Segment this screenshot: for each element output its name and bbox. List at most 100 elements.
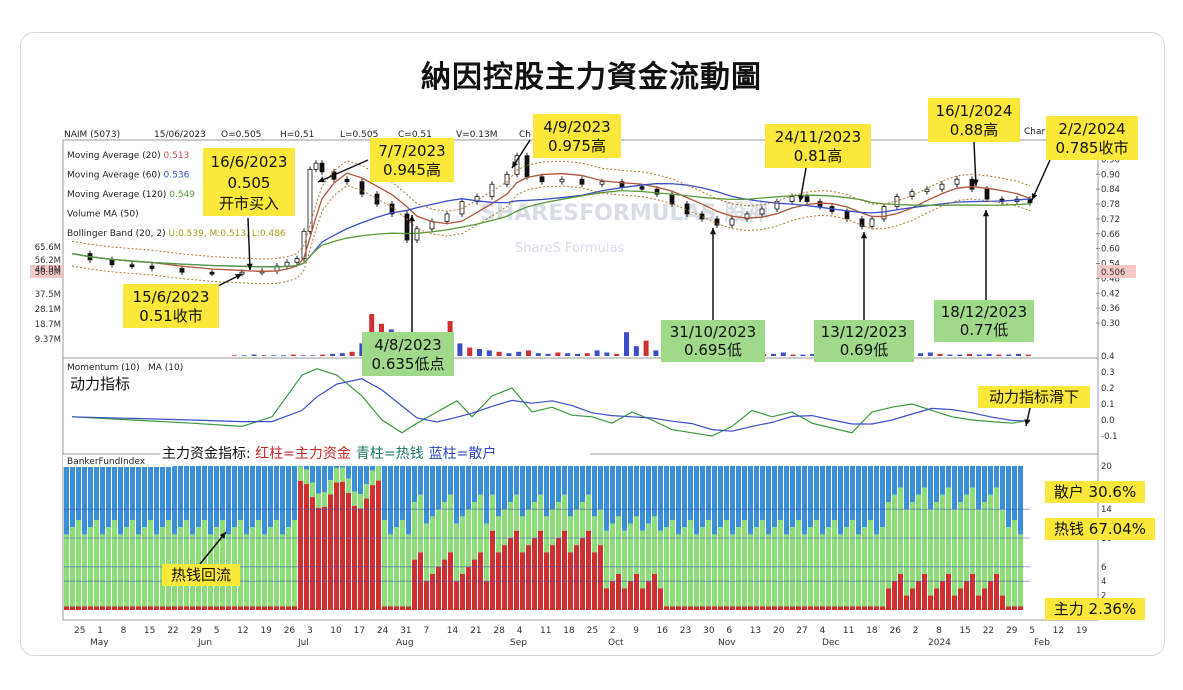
banker-bar-red: [634, 574, 639, 610]
banker-bar-red: [88, 606, 93, 610]
indicator-label: Moving Average (60) 0.536: [67, 171, 190, 181]
banker-bar-cyan: [316, 493, 321, 508]
banker-bar-blue: [766, 466, 771, 535]
candle-body: [699, 213, 705, 220]
banker-bar-blue: [256, 466, 261, 520]
banker-bar-red: [952, 595, 957, 610]
banker-bar-blue: [496, 466, 501, 517]
banker-bar-blue: [130, 466, 135, 520]
banker-bar-blue: [988, 466, 993, 495]
x-axis-month: Dec: [822, 638, 839, 648]
ma120-line: [71, 189, 1031, 268]
banker-bar-blue: [694, 466, 699, 535]
banker-bar-cyan: [910, 502, 915, 589]
annotation-box: [1045, 518, 1155, 540]
momentum-axis-label: 0.0: [1101, 416, 1115, 426]
banker-bar-red: [256, 606, 261, 610]
banker-bar-red: [814, 606, 819, 610]
annotation-text: 动力指标滑下: [989, 388, 1079, 406]
banker-bar-blue: [550, 466, 555, 510]
volume-bar: [1016, 353, 1021, 356]
momentum-panel: [62, 357, 1099, 455]
banker-bar-blue: [514, 466, 519, 495]
banker-bar-red: [724, 606, 729, 610]
banker-bar-red: [184, 606, 189, 610]
candle-body: [313, 162, 319, 170]
banker-bar-blue: [208, 466, 213, 535]
candle-body: [729, 218, 735, 226]
annotation-text: 0.69低: [840, 341, 888, 359]
banker-bar-cyan: [376, 466, 381, 481]
banker-bar-blue: [490, 466, 495, 495]
banker-bar-blue: [982, 466, 987, 502]
banker-bar-red: [136, 606, 141, 610]
annotation-a15: 主力 2.36%: [1045, 598, 1145, 620]
annotation-arrow: [247, 217, 251, 271]
axis-layer: 0.96 0.90 0.84 0.78 0.72 0.66 0.60 0.54 0.48 0.42…: [30, 155, 1136, 345]
banker-bar-red: [622, 588, 627, 610]
banker-bar-red: [898, 574, 903, 610]
banker-bar-blue: [232, 466, 237, 528]
banker-bar-red: [394, 606, 399, 610]
candle-body: [714, 218, 720, 226]
banker-bar-cyan: [274, 520, 279, 607]
banker-bar-red: [70, 606, 75, 610]
banker-bar-red: [430, 574, 435, 610]
banker-bar-blue: [616, 466, 621, 517]
banker-bar-cyan: [94, 520, 99, 607]
banker-bar-red: [604, 588, 609, 610]
annotation-text: 24/11/2023: [775, 128, 861, 146]
volume-bar: [506, 353, 512, 356]
banker-bar-blue: [832, 466, 837, 520]
banker-bar-blue: [838, 466, 843, 535]
banker-bar-cyan: [598, 509, 603, 546]
candle-body: [669, 193, 675, 205]
banker-bar-cyan: [796, 520, 801, 607]
banker-bar-blue: [730, 466, 735, 535]
x-axis-month: 2024: [928, 638, 951, 648]
annotation-text: 0.81高: [794, 147, 842, 165]
momentum-axis-label: -0.1: [1101, 432, 1118, 442]
annotation-box: [1045, 598, 1145, 620]
volume-bar: [486, 350, 492, 356]
annotation-arrowhead: [1031, 193, 1038, 200]
momentum-caption: 动力指标: [70, 375, 130, 393]
banker-bar-blue: [364, 466, 369, 485]
date-label: 15/06/2023: [154, 130, 206, 140]
banker-bar-red: [790, 606, 795, 610]
banker-bar-red: [268, 606, 273, 610]
banker-bar-red: [232, 606, 237, 610]
banker-bar-red: [286, 606, 291, 610]
banker-bar-cyan: [586, 494, 591, 531]
banker-bar-cyan: [610, 523, 615, 582]
volume-bar: [281, 355, 286, 356]
banker-bar-cyan: [604, 530, 609, 589]
banker-bar-cyan: [904, 509, 909, 596]
banker-bar-blue: [250, 466, 255, 528]
banker-bar-blue: [592, 466, 597, 517]
banker-bar-cyan: [550, 509, 555, 546]
annotation-text: 16/1/2024: [936, 102, 1013, 120]
volume-bar: [467, 347, 473, 356]
banker-bar-red: [886, 588, 891, 610]
volume-bar: [290, 354, 296, 356]
banker-bar-red: [862, 606, 867, 610]
banker-bar-blue: [424, 466, 429, 524]
banker-bar-red: [1006, 606, 1011, 610]
banker-bar-blue: [142, 466, 147, 528]
banker-bar-cyan: [874, 534, 879, 607]
x-axis-day: 10: [330, 626, 342, 636]
candle-body: [539, 176, 545, 183]
x-axis-day: 24: [377, 626, 389, 636]
candle-body: [504, 173, 510, 185]
x-axis-day: 29: [191, 626, 203, 636]
banker-bar-blue: [160, 466, 165, 528]
banker-bar-cyan: [538, 494, 543, 531]
banker-bar-cyan: [400, 520, 405, 607]
banker-bar-blue: [406, 466, 411, 535]
banker-bar-blue: [646, 466, 651, 524]
banker-bar-cyan: [184, 520, 189, 607]
annotation-box: [203, 148, 295, 216]
banker-bar-cyan: [832, 520, 837, 607]
